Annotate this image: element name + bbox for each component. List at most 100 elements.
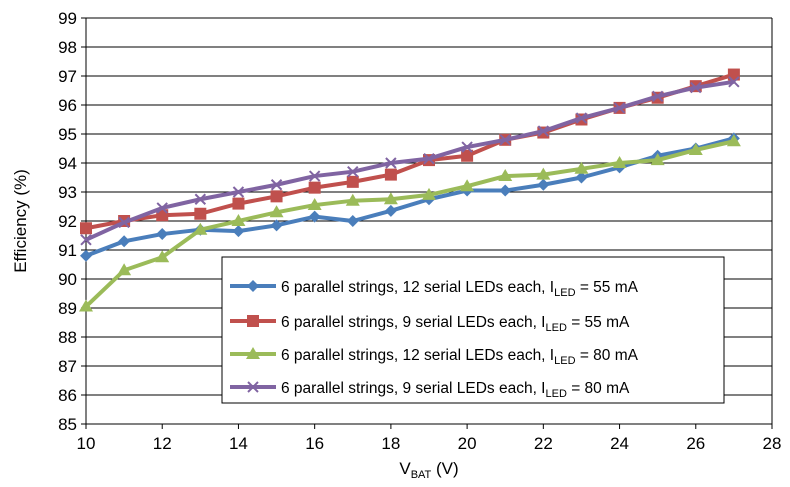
x-tick-label: 10 — [77, 434, 96, 453]
data-point-square — [194, 207, 207, 220]
legend-label: 6 parallel strings, 9 serial LEDs each, … — [281, 314, 630, 334]
data-point-x — [690, 81, 702, 94]
data-point-diamond — [575, 171, 588, 184]
y-tick-label: 93 — [58, 183, 77, 202]
data-point-diamond — [346, 215, 359, 227]
legend: 6 parallel strings, 12 serial LEDs each,… — [221, 256, 725, 404]
data-point-x — [194, 193, 207, 205]
data-point-triangle — [193, 222, 208, 235]
data-point-triangle — [498, 169, 513, 182]
legend-label: 6 parallel strings, 12 serial LEDs each,… — [281, 279, 639, 299]
data-point-diamond — [308, 210, 321, 223]
x-tick-label: 26 — [686, 434, 705, 453]
x-axis-title-rest: (V) — [431, 459, 458, 478]
data-point-x — [651, 90, 664, 103]
x-tick-label: 20 — [458, 434, 477, 453]
legend-entry: 6 parallel strings, 9 serial LEDs each, … — [230, 380, 630, 400]
data-point-diamond — [156, 228, 169, 241]
x-tick-label: 16 — [305, 434, 324, 453]
data-point-triangle — [536, 167, 551, 180]
data-point-x — [347, 165, 359, 178]
series-3 — [79, 134, 741, 312]
data-point-triangle — [383, 192, 398, 205]
legend-label-tail: = 80 mA — [576, 347, 639, 364]
legend-label-sub: LED — [545, 322, 566, 334]
x-axis-title-sub: BAT — [411, 469, 432, 481]
data-point-triangle — [726, 134, 741, 147]
legend-entry: 6 parallel strings, 9 serial LEDs each, … — [230, 314, 630, 334]
legend-label-text: 6 parallel strings, 9 serial LEDs each, … — [281, 314, 545, 331]
data-point-triangle — [307, 198, 322, 211]
legend-label: 6 parallel strings, 12 serial LEDs each,… — [281, 347, 639, 367]
y-tick-label: 91 — [58, 241, 77, 260]
legend-label-tail: = 80 mA — [567, 380, 630, 397]
legend-entry: 6 parallel strings, 12 serial LEDs each,… — [230, 279, 639, 299]
data-point-square — [232, 197, 245, 210]
data-point-x — [270, 179, 283, 191]
data-point-triangle — [155, 250, 170, 263]
data-point-triangle — [460, 179, 475, 192]
y-tick-label: 89 — [58, 299, 77, 318]
data-point-diamond — [118, 235, 131, 248]
data-point-x — [80, 234, 92, 246]
legend-entry: 6 parallel strings, 12 serial LEDs each,… — [230, 347, 639, 367]
x-axis-title-main: V — [399, 459, 411, 478]
data-point-triangle — [117, 263, 132, 276]
x-tick-label: 12 — [153, 434, 172, 453]
legend-box — [221, 256, 725, 404]
legend-label-tail: = 55 mA — [567, 314, 630, 331]
data-point-square — [270, 190, 283, 203]
y-tick-label: 96 — [58, 96, 77, 115]
series-4 — [80, 76, 740, 246]
data-point-x — [537, 125, 550, 137]
data-point-triangle — [345, 193, 360, 206]
data-point-x — [423, 152, 435, 165]
data-point-triangle — [246, 347, 260, 359]
data-point-triangle — [650, 153, 665, 166]
data-point-diamond — [247, 280, 259, 292]
series-line — [85, 136, 735, 258]
data-point-x — [613, 102, 626, 114]
data-point-x — [156, 202, 168, 214]
x-tick-labels: 10 12 14 16 18 20 22 24 26 28 — [77, 434, 782, 453]
data-point-square — [308, 181, 321, 194]
data-point-x — [728, 76, 740, 88]
y-tick-label: 97 — [58, 67, 77, 86]
data-point-diamond — [537, 178, 550, 191]
y-tick-label: 95 — [58, 125, 77, 144]
data-point-x — [308, 170, 321, 182]
y-tick-label: 94 — [58, 154, 77, 173]
data-point-x — [461, 141, 473, 153]
legend-label-text: 6 parallel strings, 9 serial LEDs each, … — [281, 380, 545, 397]
y-tick-label: 99 — [58, 9, 77, 28]
data-point-x — [499, 134, 511, 146]
data-point-diamond — [384, 204, 397, 217]
legend-label: 6 parallel strings, 9 serial LEDs each, … — [281, 380, 630, 400]
data-point-x — [385, 157, 397, 169]
data-point-square — [247, 315, 259, 327]
legend-label-sub: LED — [554, 355, 575, 367]
y-tick-label: 87 — [58, 357, 77, 376]
data-point-square — [384, 168, 397, 181]
data-point-triangle — [574, 161, 589, 174]
y-tick-label: 88 — [58, 328, 77, 347]
data-point-triangle — [688, 142, 703, 155]
data-point-x — [232, 186, 245, 198]
series-line — [85, 79, 735, 242]
data-point-diamond — [80, 249, 92, 262]
data-point-triangle — [612, 156, 627, 168]
legend-label-text: 6 parallel strings, 12 serial LEDs each,… — [281, 347, 554, 364]
data-point-triangle — [269, 205, 284, 218]
y-tick-label: 86 — [58, 386, 77, 405]
data-point-diamond — [499, 184, 512, 197]
legend-label-sub: LED — [554, 287, 575, 299]
legend-label-tail: = 55 mA — [576, 279, 639, 296]
legend-label-sub: LED — [545, 388, 566, 400]
x-axis-title: VBAT (V) — [399, 459, 458, 481]
data-point-square — [80, 222, 92, 235]
y-tick-labels: 85 86 87 88 89 90 91 92 93 94 95 96 97 98 99 — [58, 9, 77, 434]
y-tick-label: 90 — [58, 270, 77, 289]
data-point-triangle — [79, 299, 93, 312]
data-point-square — [346, 175, 359, 188]
